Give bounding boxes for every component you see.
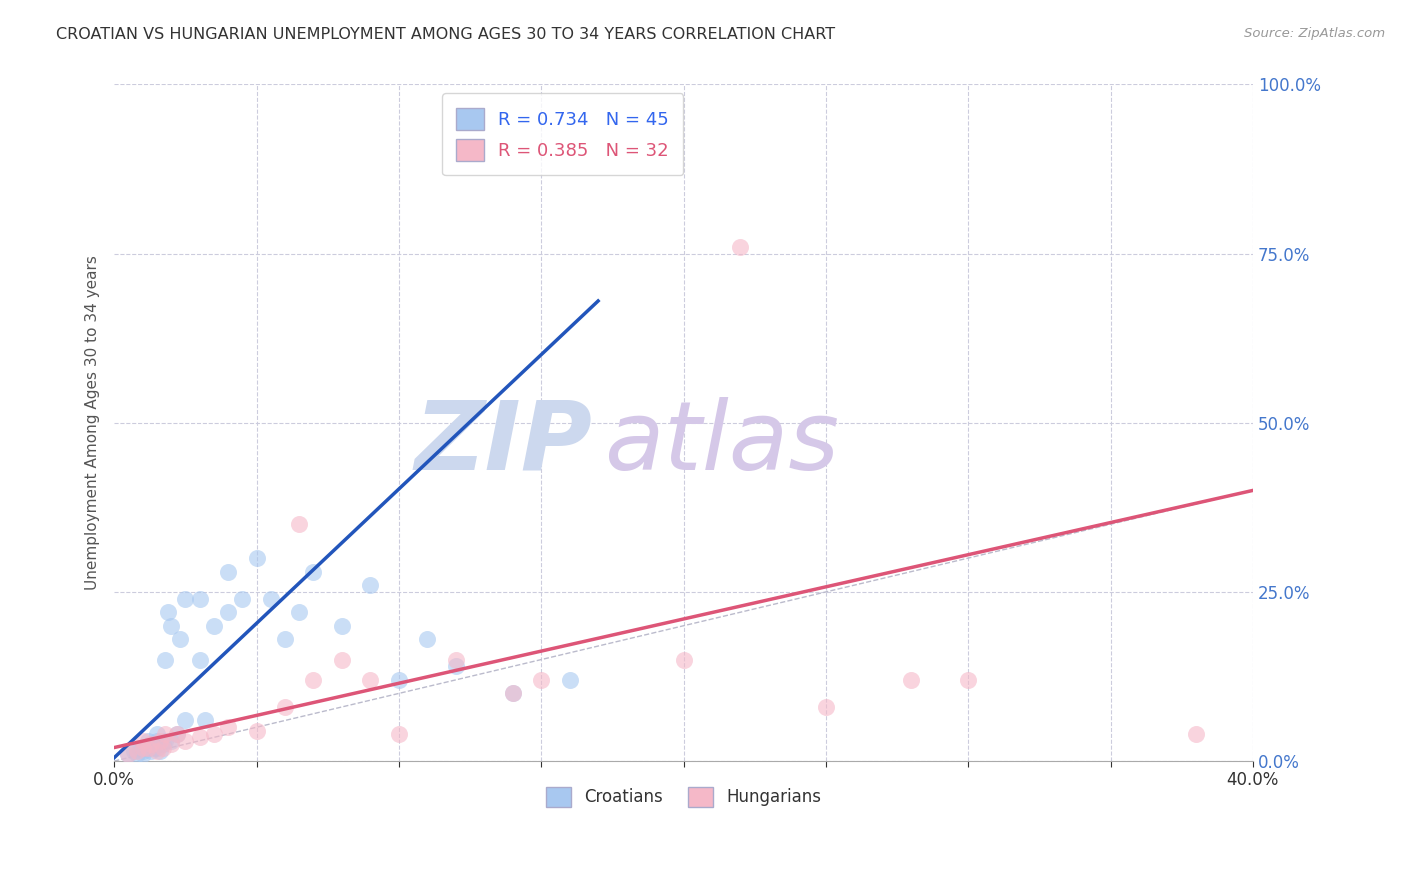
- Point: [174, 591, 197, 606]
- Point: [502, 686, 524, 700]
- Point: [672, 652, 695, 666]
- Point: [131, 744, 153, 758]
- Point: [388, 727, 411, 741]
- Point: [149, 733, 172, 747]
- Point: [146, 727, 169, 741]
- Point: [274, 700, 297, 714]
- Point: [122, 744, 145, 758]
- Point: [125, 744, 148, 758]
- Point: [117, 747, 139, 762]
- Point: [302, 673, 325, 687]
- Point: [217, 565, 239, 579]
- Point: [141, 744, 163, 758]
- Point: [117, 747, 139, 762]
- Point: [141, 737, 163, 751]
- Point: [141, 737, 163, 751]
- Point: [900, 673, 922, 687]
- Point: [217, 720, 239, 734]
- Point: [188, 652, 211, 666]
- Point: [814, 700, 837, 714]
- Point: [957, 673, 980, 687]
- Point: [166, 727, 188, 741]
- Point: [245, 723, 267, 738]
- Point: [444, 652, 467, 666]
- Point: [202, 727, 225, 741]
- Point: [125, 747, 148, 762]
- Point: [502, 686, 524, 700]
- Point: [288, 605, 311, 619]
- Point: [157, 605, 180, 619]
- Point: [416, 632, 439, 647]
- Point: [152, 737, 174, 751]
- Point: [138, 740, 160, 755]
- Point: [131, 733, 153, 747]
- Point: [274, 632, 297, 647]
- Point: [131, 740, 153, 755]
- Point: [138, 740, 160, 755]
- Point: [131, 747, 153, 762]
- Point: [169, 632, 191, 647]
- Point: [194, 714, 217, 728]
- Point: [388, 673, 411, 687]
- Point: [138, 733, 160, 747]
- Point: [359, 673, 381, 687]
- Point: [146, 740, 169, 755]
- Point: [188, 731, 211, 745]
- Point: [131, 740, 153, 755]
- Point: [174, 733, 197, 747]
- Point: [359, 578, 381, 592]
- Point: [188, 591, 211, 606]
- Y-axis label: Unemployment Among Ages 30 to 34 years: Unemployment Among Ages 30 to 34 years: [86, 255, 100, 591]
- Point: [202, 619, 225, 633]
- Point: [166, 727, 188, 741]
- Point: [330, 652, 353, 666]
- Legend: Croatians, Hungarians: Croatians, Hungarians: [538, 780, 828, 814]
- Text: ZIP: ZIP: [415, 397, 592, 490]
- Point: [149, 744, 172, 758]
- Text: Source: ZipAtlas.com: Source: ZipAtlas.com: [1244, 27, 1385, 40]
- Point: [302, 565, 325, 579]
- Point: [160, 733, 183, 747]
- Point: [152, 740, 174, 755]
- Point: [146, 733, 169, 747]
- Point: [146, 744, 169, 758]
- Point: [160, 737, 183, 751]
- Text: CROATIAN VS HUNGARIAN UNEMPLOYMENT AMONG AGES 30 TO 34 YEARS CORRELATION CHART: CROATIAN VS HUNGARIAN UNEMPLOYMENT AMONG…: [56, 27, 835, 42]
- Point: [444, 659, 467, 673]
- Point: [1185, 727, 1208, 741]
- Point: [288, 517, 311, 532]
- Text: atlas: atlas: [603, 397, 839, 490]
- Point: [143, 740, 166, 755]
- Point: [558, 673, 581, 687]
- Point: [245, 551, 267, 566]
- Point: [155, 652, 177, 666]
- Point: [530, 673, 553, 687]
- Point: [160, 619, 183, 633]
- Point: [217, 605, 239, 619]
- Point: [174, 714, 197, 728]
- Point: [260, 591, 283, 606]
- Point: [155, 733, 177, 747]
- Point: [330, 619, 353, 633]
- Point: [155, 727, 177, 741]
- Point: [231, 591, 253, 606]
- Point: [128, 740, 150, 755]
- Point: [730, 240, 752, 254]
